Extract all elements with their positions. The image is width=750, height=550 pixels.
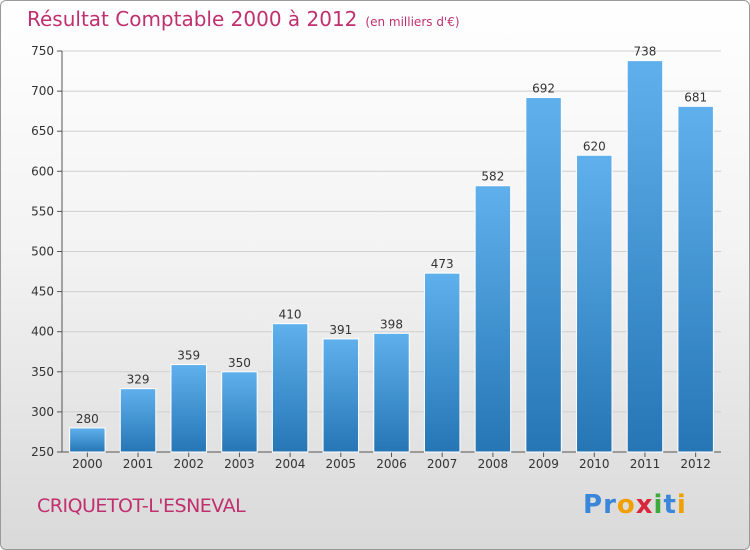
x-tick-label: 2000 (72, 457, 103, 471)
x-tick-label: 2012 (680, 457, 711, 471)
y-tick-label: 300 (31, 405, 54, 419)
bar-value-label: 359 (177, 349, 200, 363)
bar-value-label: 329 (127, 373, 150, 387)
labels: 250 300 350 400 450 500 550 600 650 700 750 280 2000… (31, 44, 711, 471)
bar-value-label: 280 (76, 412, 99, 426)
bar (474, 185, 512, 453)
bar-value-label: 681 (684, 90, 707, 104)
x-tick-label: 2006 (376, 457, 407, 471)
x-tick-label: 2002 (173, 457, 204, 471)
bar (69, 427, 106, 453)
logo-letter: P (583, 490, 604, 520)
x-tick-label: 2009 (528, 457, 559, 471)
bar (271, 323, 309, 453)
commune-name: CRIQUETOT-L'ESNEVAL (37, 495, 246, 517)
bar-value-label: 473 (431, 257, 454, 271)
x-tick-label: 2011 (630, 457, 661, 471)
x-tick-label: 2004 (275, 457, 306, 471)
bar (525, 97, 562, 453)
chart-title-text: Résultat Comptable 2000 à 2012 (27, 7, 358, 31)
y-tick-label: 500 (31, 245, 54, 259)
y-tick-label: 650 (31, 124, 54, 138)
bar (373, 332, 410, 453)
bar (170, 364, 207, 453)
y-tick-label: 450 (31, 285, 54, 299)
y-tick-label: 350 (31, 365, 54, 379)
bar-value-label: 398 (380, 317, 403, 331)
bar-value-label: 692 (532, 82, 555, 96)
bar (322, 338, 360, 453)
logo-letter: i (676, 490, 687, 520)
y-tick-label: 600 (31, 164, 54, 178)
y-tick-label: 750 (31, 44, 54, 58)
bar (576, 154, 613, 453)
y-tick-label: 550 (31, 204, 54, 218)
bar (677, 105, 714, 453)
y-tick-label: 700 (31, 84, 54, 98)
bar (423, 272, 461, 453)
chart-subtitle: (en milliers d'€) (365, 15, 460, 29)
bar (221, 371, 258, 453)
logo-letter: o (616, 490, 636, 520)
chart-title: Résultat Comptable 2000 à 2012 (en millie… (27, 7, 460, 31)
bar-value-label: 350 (228, 356, 251, 370)
bar-value-label: 391 (329, 323, 352, 337)
logo-letter: x (635, 490, 654, 520)
y-tick-label: 250 (31, 445, 54, 459)
x-tick-label: 2003 (224, 457, 255, 471)
bar (119, 388, 157, 453)
x-tick-label: 2007 (427, 457, 458, 471)
bars (69, 60, 714, 453)
logo-letter: r (603, 490, 617, 520)
logo-letter: i (653, 490, 664, 520)
x-tick-label: 2008 (478, 457, 509, 471)
bar-value-label: 620 (583, 139, 606, 153)
x-tick-label: 2010 (579, 457, 610, 471)
x-tick-label: 2005 (326, 457, 357, 471)
bar-value-label: 738 (634, 45, 657, 59)
bar-value-label: 582 (481, 170, 504, 184)
logo-letter: t (663, 490, 677, 520)
bar (626, 60, 664, 453)
y-tick-label: 400 (31, 325, 54, 339)
bar-value-label: 410 (279, 308, 302, 322)
proxiti-logo[interactable]: Proxiti (583, 490, 687, 520)
x-tick-label: 2001 (123, 457, 154, 471)
